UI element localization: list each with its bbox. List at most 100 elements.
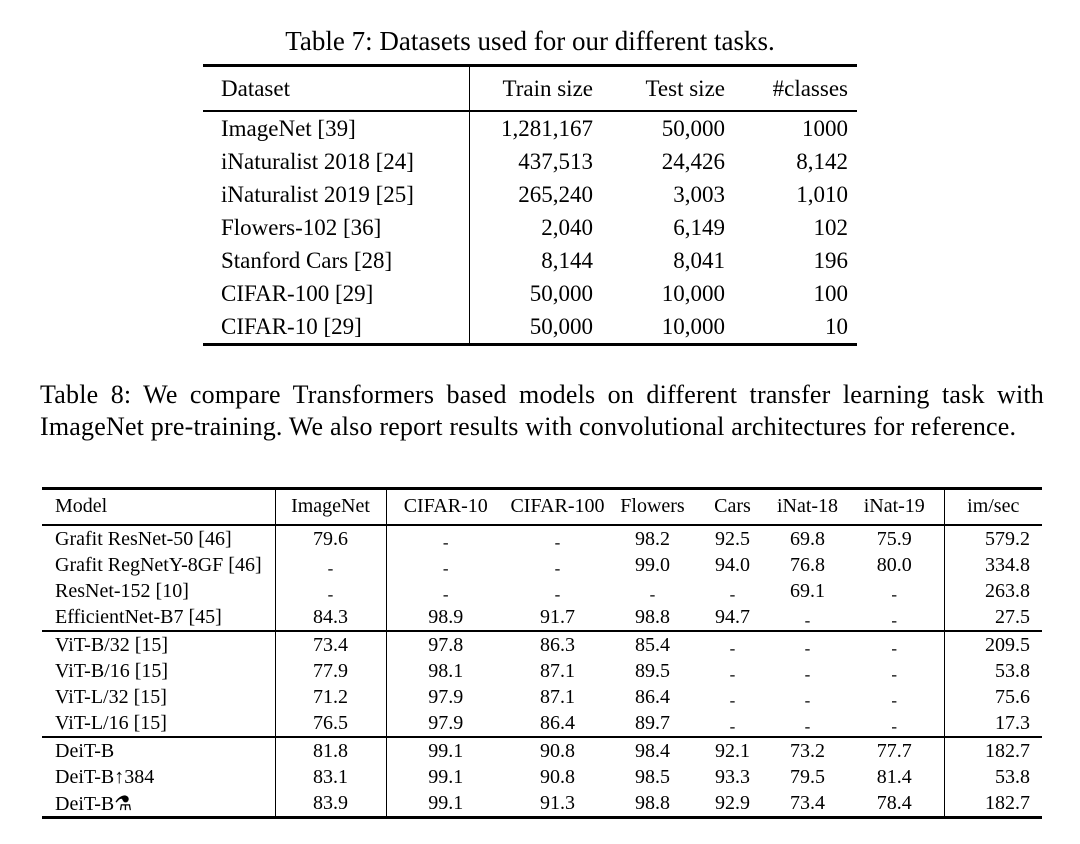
value-cell: - — [845, 710, 945, 737]
model-cell: Grafit RegNetY-8GF [46] — [42, 552, 276, 578]
value-cell: 97.8 — [386, 630, 505, 658]
missing-value-dash: - — [804, 690, 811, 710]
value-cell: 98.1 — [428, 659, 464, 682]
value-cell: 71.2 — [275, 684, 387, 710]
model-cell: Grafit ResNet-50 [46] — [42, 525, 276, 552]
missing-value-dash: - — [442, 558, 449, 578]
table7-body: ImageNet [39] 1,281,167 50,000 1000 iNatural… — [203, 111, 857, 345]
value-cell: 102 — [813, 214, 849, 240]
value-cell: 27.5 — [995, 605, 1030, 628]
table-row: ResNet-152 [10] - - - - - 69.1 - 263.8 — [42, 578, 1042, 604]
table8-group-deit: DeiT-B 81.8 99.1 90.8 98.4 92.1 73.2 77.7 182.7 D… — [42, 736, 1042, 818]
value-cell: 1000 — [802, 115, 848, 141]
value-cell: 92.9 — [715, 791, 750, 814]
missing-value-dash: - — [554, 558, 561, 578]
value-cell: 76.8 — [790, 553, 825, 576]
table-row: ViT-B/16 [15] 77.9 98.1 87.1 89.5 - - - 53.8 — [42, 658, 1042, 684]
value-cell: 91.3 — [540, 791, 575, 814]
missing-value-dash: - — [729, 638, 736, 658]
missing-value-dash: - — [804, 638, 811, 658]
value-cell: - — [845, 630, 945, 658]
value-cell: 86.4 — [635, 685, 670, 708]
column-header: Cars — [695, 488, 770, 526]
column-header: CIFAR-100 — [505, 488, 610, 526]
table-row: Stanford Cars [28] 8,144 8,041 196 — [203, 244, 857, 277]
value-cell: 84.3 — [275, 604, 387, 631]
table-row: ViT-L/32 [15] 71.2 97.9 87.1 86.4 - - - 75.6 — [42, 684, 1042, 710]
value-cell: 334.8 — [985, 553, 1030, 576]
table7-datasets: Dataset Train size Test size #classes Image… — [203, 64, 857, 346]
value-cell: 209.5 — [944, 630, 1042, 658]
dataset-cell: Stanford Cars [28] — [203, 244, 470, 277]
missing-value-dash: - — [804, 664, 811, 684]
column-header: Model — [42, 488, 276, 526]
missing-value-dash: - — [804, 610, 811, 630]
table8-caption: Table 8: We compare Transformers based m… — [40, 380, 1044, 441]
value-cell: 24,426 — [661, 148, 725, 174]
value-cell: 81.8 — [275, 736, 387, 764]
value-cell: 89.5 — [635, 659, 670, 682]
missing-value-dash: - — [804, 716, 811, 736]
value-cell: 94.7 — [715, 605, 750, 628]
value-cell: 10,000 — [661, 313, 725, 339]
column-header: iNat-18 — [770, 488, 845, 526]
value-cell: 579.2 — [985, 527, 1030, 550]
missing-value-dash: - — [891, 690, 898, 710]
value-cell: - — [695, 710, 770, 737]
value-cell: 81.4 — [845, 764, 945, 790]
missing-value-dash: - — [891, 716, 898, 736]
missing-value-dash: - — [442, 584, 449, 604]
model-cell: ViT-L/32 [15] — [42, 684, 276, 710]
value-cell: 87.1 — [540, 659, 575, 682]
value-cell: 98.2 — [635, 527, 670, 550]
value-cell: - — [505, 578, 610, 604]
value-cell: 50,000 — [529, 313, 593, 339]
table7-header-row: Dataset Train size Test size #classes — [203, 65, 857, 112]
value-cell: 98.8 — [635, 605, 670, 628]
value-cell: 182.7 — [944, 736, 1042, 764]
value-cell: 80.0 — [845, 552, 945, 578]
value-cell: 90.8 — [505, 736, 610, 764]
column-header: im/sec — [944, 488, 1042, 526]
value-cell: 97.9 — [428, 711, 464, 734]
model-cell: ViT-L/16 [15] — [42, 710, 276, 737]
value-cell: - — [770, 604, 845, 631]
value-cell: - — [845, 658, 945, 684]
table-row: ViT-L/16 [15] 76.5 97.9 86.4 89.7 - - - 17.3 — [42, 710, 1042, 737]
value-cell: 91.7 — [540, 605, 575, 628]
value-cell: 182.7 — [985, 791, 1030, 814]
table8-header: Model ImageNet CIFAR-10 CIFAR-100 Flowers Car… — [42, 488, 1042, 526]
table-row: iNaturalist 2018 [24] 437,513 24,426 8,142 — [203, 145, 857, 178]
table8-transfer-results: Model ImageNet CIFAR-10 CIFAR-100 Flowers Car… — [42, 487, 1042, 819]
value-cell: 98.4 — [610, 736, 695, 764]
missing-value-dash: - — [729, 584, 736, 604]
dataset-cell: iNaturalist 2019 [25] — [203, 178, 470, 211]
column-header: Flowers — [610, 488, 695, 526]
value-cell: - — [505, 525, 610, 552]
value-cell: - — [275, 578, 387, 604]
value-cell: 437,513 — [518, 148, 593, 174]
missing-value-dash: - — [891, 664, 898, 684]
value-cell: - — [610, 578, 695, 604]
value-cell: 75.6 — [995, 685, 1030, 708]
value-cell: - — [386, 525, 505, 552]
value-cell: 53.8 — [995, 765, 1030, 788]
value-cell: 85.4 — [610, 630, 695, 658]
value-cell: 1,281,167 — [501, 115, 593, 141]
value-cell: 93.3 — [715, 765, 750, 788]
missing-value-dash: - — [729, 690, 736, 710]
value-cell: 89.7 — [635, 711, 670, 734]
column-header: Dataset — [203, 65, 470, 112]
missing-value-dash: - — [554, 584, 561, 604]
dataset-cell: iNaturalist 2018 [24] — [203, 145, 470, 178]
column-header: Test size — [604, 65, 736, 112]
value-cell: 2,040 — [541, 214, 593, 240]
value-cell: 87.1 — [540, 685, 575, 708]
table-row: CIFAR-100 [29] 50,000 10,000 100 — [203, 277, 857, 310]
column-header: Train size — [469, 65, 604, 112]
missing-value-dash: - — [327, 584, 334, 604]
value-cell: 10 — [825, 313, 848, 339]
value-cell: 3,003 — [673, 181, 725, 207]
value-cell: 99.0 — [635, 553, 670, 576]
value-cell: 90.8 — [540, 765, 575, 788]
